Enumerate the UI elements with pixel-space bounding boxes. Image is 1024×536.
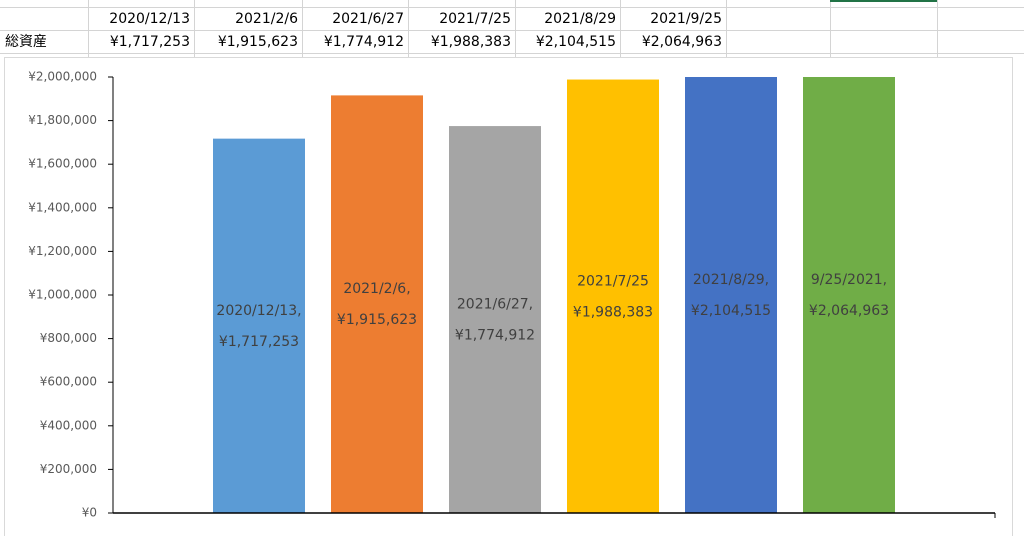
- row-label: 総資産: [5, 34, 47, 50]
- bar: [213, 138, 305, 513]
- data-label-value: ¥1,717,253: [219, 334, 299, 350]
- bars: [213, 77, 895, 514]
- y-tick-label: ¥600,000: [40, 375, 97, 389]
- data-label-value: ¥2,104,515: [691, 303, 771, 319]
- header-cell: 2021/2/6: [235, 11, 298, 27]
- y-tick-label: ¥1,400,000: [28, 200, 97, 214]
- y-tick-label: ¥1,200,000: [28, 244, 97, 258]
- data-label-category: 2021/6/27,: [457, 297, 533, 313]
- header-cell: 2020/12/13: [109, 11, 190, 27]
- y-tick-label: ¥200,000: [40, 462, 97, 476]
- bar: [331, 95, 423, 513]
- header-cell: 2021/6/27: [332, 11, 404, 27]
- value-cell: ¥1,774,912: [324, 34, 404, 50]
- y-tick-label: ¥1,600,000: [28, 157, 97, 171]
- header-cell: 2021/9/25: [650, 11, 722, 27]
- data-label-category: 2021/8/29,: [693, 272, 769, 288]
- data-label-category: 2020/12/13,: [216, 303, 301, 319]
- value-cell: ¥2,064,963: [642, 34, 722, 50]
- y-tick-label: ¥1,000,000: [28, 288, 97, 302]
- data-label-value: ¥1,774,912: [455, 328, 535, 344]
- bar: [685, 77, 777, 513]
- value-cell: ¥2,104,515: [536, 34, 616, 50]
- value-cell: ¥1,988,383: [431, 34, 511, 50]
- y-tick-label: ¥800,000: [40, 331, 97, 345]
- y-tick-label: ¥400,000: [40, 418, 97, 432]
- data-label-category: 2021/2/6,: [343, 281, 410, 297]
- cells: 2020/12/13 2021/2/6 2021/6/27 2021/7/25 2021…: [5, 11, 722, 50]
- y-tick-label: ¥0: [82, 506, 97, 520]
- bar: [449, 126, 541, 513]
- data-label-value: ¥1,915,623: [337, 312, 417, 328]
- header-cell: 2021/8/29: [544, 11, 616, 27]
- data-label-category: 9/25/2021,: [811, 272, 887, 288]
- bar: [567, 79, 659, 514]
- y-tick-label: ¥2,000,000: [28, 70, 97, 84]
- header-cell: 2021/7/25: [439, 11, 511, 27]
- data-label-value: ¥2,064,963: [809, 303, 889, 319]
- value-cell: ¥1,915,623: [218, 34, 298, 50]
- chart: ¥0 ¥200,000 ¥400,000 ¥600,000 ¥800,000 ¥1,000…: [28, 70, 996, 520]
- data-label-category: 2021/7/25: [577, 273, 649, 289]
- value-cell: ¥1,717,253: [110, 34, 190, 50]
- data-label-value: ¥1,988,383: [573, 304, 653, 320]
- y-tick-label: ¥1,800,000: [28, 113, 97, 127]
- bar: [803, 77, 895, 513]
